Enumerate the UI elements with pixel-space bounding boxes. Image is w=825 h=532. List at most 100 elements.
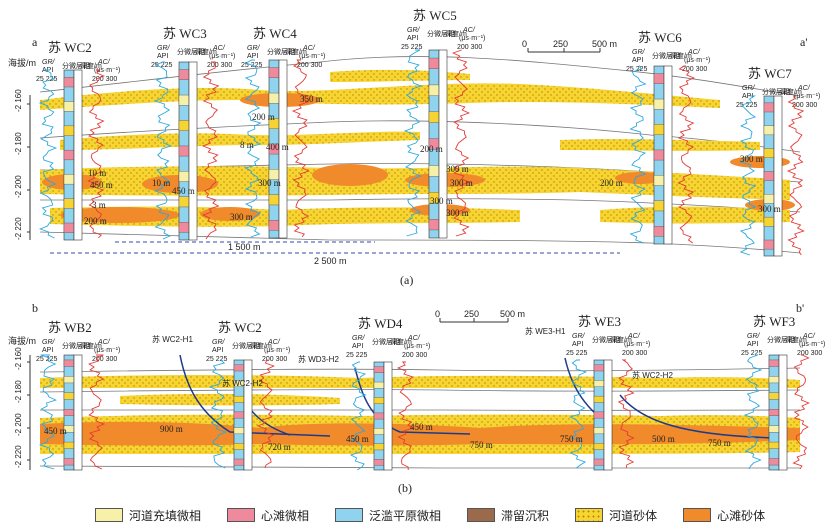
caption-b: (b) [398, 481, 412, 495]
sand-label-a: 450 m [90, 180, 113, 190]
scale-zero-a: 0 [522, 39, 527, 49]
log-header-depth: 深度/m [445, 29, 467, 38]
facies-segment [768, 376, 780, 384]
ac-curve [786, 95, 805, 256]
depth-column [383, 361, 393, 471]
facies-segment [63, 198, 75, 209]
legend-swatch [575, 508, 604, 522]
facies-segment [373, 381, 385, 389]
gr-curve [38, 354, 58, 470]
sand-label-a: 10 m [88, 168, 106, 178]
log-header-api: API [42, 347, 53, 354]
log-header-ac-unit: (μs·m⁻¹) [94, 347, 120, 354]
log-header-ac-unit: (μs·m⁻¹) [459, 35, 485, 42]
well-name-b: 苏 WF3 [753, 314, 795, 329]
sand-label-b: 450 m [44, 426, 67, 436]
facies-segment [233, 427, 245, 435]
log-header-api: API [572, 341, 583, 348]
log-header-depth: 深度/m [670, 51, 692, 60]
log-header-ac-unit: (μs·m⁻¹) [799, 341, 825, 348]
log-header-depth: 深度/m [780, 87, 802, 96]
ac-curve [617, 359, 635, 469]
log-header-depth: 深度/m [390, 337, 412, 346]
facies-segment [593, 364, 605, 372]
log-header-ac-range: 200 300 [207, 62, 232, 69]
sand-label-a: 300 m [258, 178, 281, 188]
sand-label-a: 300 m [740, 154, 763, 164]
depth-column [603, 359, 613, 471]
gr-curve [38, 69, 58, 239]
legend-swatch [95, 508, 123, 522]
facies-segment [268, 67, 280, 78]
channel-sands-a [40, 69, 790, 227]
facies-segment [653, 175, 665, 186]
log-header-gr: GR/ [42, 59, 56, 66]
facies-segment [63, 409, 75, 416]
facies-segment [373, 428, 385, 435]
log-header-ac-unit: (μs·m⁻¹) [209, 53, 235, 60]
well-name-a: 苏 WC6 [638, 30, 682, 45]
log-header-ac: AC/ [267, 339, 281, 346]
facies-segment [763, 102, 775, 113]
elev-axis-label-b: 海拔/m [8, 335, 36, 346]
scale-end-b: 500 m [500, 309, 525, 319]
log-header-ac-range: 200 300 [92, 76, 117, 83]
legend-label: 河道砂体 [609, 508, 658, 523]
spacing-label-1: 1 500 m [228, 242, 261, 252]
facies-segment [373, 366, 385, 373]
log-header-api: API [352, 343, 363, 350]
facies-segment [373, 397, 385, 404]
caption-a: (a) [400, 273, 413, 287]
legend-label: 泛滥平原微相 [369, 508, 442, 523]
log-header-facies: 分微层相 [762, 87, 790, 96]
facies-segment [63, 174, 75, 185]
well-name-b: 苏 WC2 [218, 320, 262, 335]
sand-label-a: 200 m [600, 178, 623, 188]
elev-tick-a-2: -2 200 [14, 175, 23, 198]
sand-label-a: 10 m [152, 178, 170, 188]
sand-label-b: 750 m [560, 434, 583, 444]
log-header-ac-range: 200 300 [797, 350, 822, 357]
log-header-api: API [632, 57, 643, 64]
log-header-gr-range: 25 225 [151, 62, 173, 69]
section-start-a: a [32, 35, 38, 49]
gr-curve [208, 359, 228, 469]
facies-segment [178, 94, 190, 106]
log-header-depth: 深度/m [195, 47, 217, 56]
sand-label-a: 300 m [446, 208, 469, 218]
horizontal-well-name: 苏 WC2-H1 [152, 334, 193, 344]
log-header-facies: 分微层相 [62, 61, 90, 70]
spacing-arrows-a: 1 500 m 2 500 m [50, 241, 620, 266]
scale-mid-a: 250 [553, 39, 568, 49]
facies-segment [653, 98, 665, 110]
legend-swatch [335, 508, 364, 522]
gr-curve [743, 354, 763, 470]
facies-segment [593, 458, 605, 466]
legend-swatch [683, 508, 712, 522]
log-header-ac: AC/ [797, 85, 811, 92]
facies-segment [63, 101, 75, 112]
log-header-ac-unit: (μs·m⁻¹) [94, 67, 120, 74]
log-header-ac: AC/ [462, 27, 476, 34]
log-header-ac-unit: (μs·m⁻¹) [264, 347, 290, 354]
gr-curve [153, 61, 173, 240]
facies-segment [373, 412, 385, 420]
elev-tick-a-1: -2 180 [14, 132, 23, 155]
sand-label-a: 300 m [446, 164, 469, 174]
facies-segment [233, 364, 245, 372]
sand-label-b: 900 m [160, 424, 183, 434]
log-header-gr-range: 25 225 [626, 66, 648, 73]
facies-segment [763, 125, 775, 136]
log-header-ac: AC/ [802, 333, 816, 340]
ac-curve [201, 61, 220, 240]
elev-axis-label-a: 海拔/m [8, 57, 36, 68]
scale-zero-b: 0 [435, 309, 440, 319]
horizontal-well-name: 苏 WD3-H2 [298, 354, 339, 364]
log-header-ac: AC/ [687, 49, 701, 56]
facies-segment [63, 376, 75, 384]
sand-label-a: 3 m [92, 200, 106, 210]
facies-segment [178, 171, 190, 182]
ac-curve [677, 65, 696, 244]
log-header-gr: GR/ [407, 27, 421, 34]
